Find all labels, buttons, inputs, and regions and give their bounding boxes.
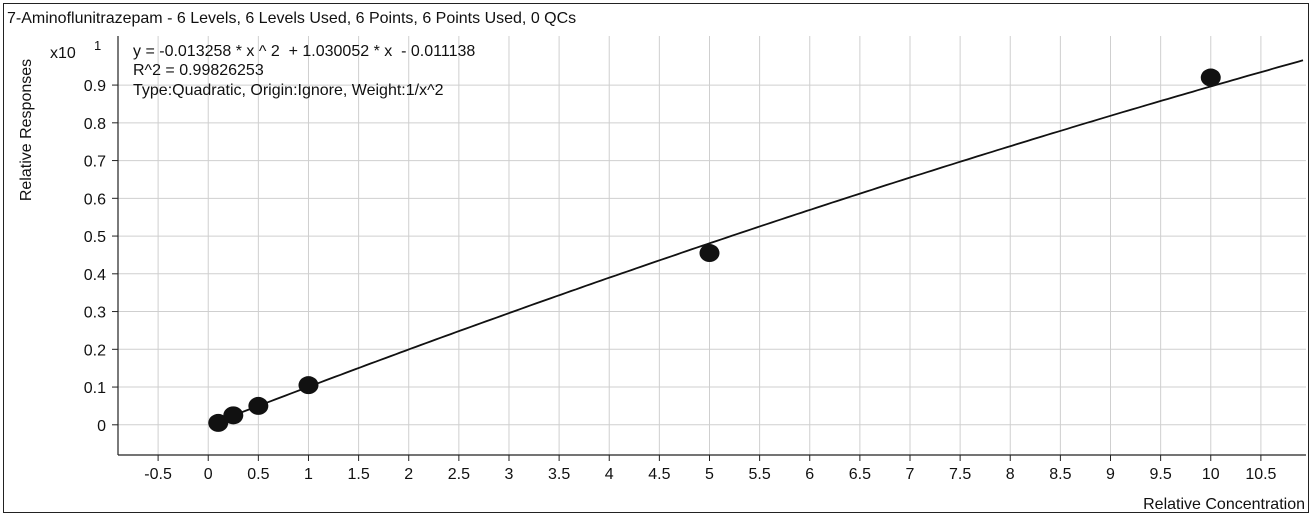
x-tick-label: 8.5 <box>1049 466 1071 483</box>
x-tick-label: 5 <box>705 466 714 483</box>
data-point <box>223 406 244 425</box>
y-tick-label: 0.5 <box>84 229 106 246</box>
x-tick-label: 10 <box>1202 466 1220 483</box>
data-point <box>1200 68 1221 87</box>
r-squared-text: R^2 = 0.99826253 <box>133 62 264 79</box>
chart-title: 7-Aminoflunitrazepam - 6 Levels, 6 Level… <box>7 10 576 27</box>
x-tick-label: 7.5 <box>949 466 971 483</box>
x-tick-label: 6.5 <box>849 466 871 483</box>
y-tick-label: 0 <box>97 418 106 435</box>
y-tick-label: 0.7 <box>84 154 106 171</box>
x-tick-label: 8 <box>1006 466 1015 483</box>
x-tick-label: 3 <box>505 466 514 483</box>
y-axis-label: Relative Responses <box>18 59 35 201</box>
x-tick-label: 0 <box>204 466 213 483</box>
x-tick-label: 7 <box>906 466 915 483</box>
fit-curve <box>219 59 1304 422</box>
data-point <box>208 413 229 432</box>
y-multiplier: x10 <box>50 45 76 62</box>
x-tick-label: 9.5 <box>1150 466 1172 483</box>
x-tick-label: -0.5 <box>144 466 172 483</box>
equation-text: y = -0.013258 * x ^ 2 + 1.030052 * x - 0… <box>133 43 475 60</box>
y-tick-label: 0.1 <box>84 380 106 397</box>
y-multiplier-exponent: 1 <box>94 38 101 53</box>
x-tick-label: 3.5 <box>548 466 570 483</box>
y-tick-label: 0.6 <box>84 191 106 208</box>
y-tick-label: 0.3 <box>84 305 106 322</box>
x-axis-label: Relative Concentration <box>1143 496 1305 513</box>
y-axis-ticks: 0 0.1 0.2 0.3 0.4 0.5 0.6 0.7 0.8 0.9 <box>84 78 118 435</box>
y-tick-label: 0.9 <box>84 78 106 95</box>
x-tick-label: 1.5 <box>347 466 369 483</box>
x-tick-label: 4.5 <box>648 466 670 483</box>
data-point <box>248 396 269 415</box>
grid <box>118 36 1306 455</box>
data-points <box>208 68 1221 432</box>
y-tick-label: 0.8 <box>84 116 106 133</box>
x-tick-label: 2 <box>404 466 413 483</box>
y-tick-label: 0.4 <box>84 267 106 284</box>
x-tick-label: 10.5 <box>1245 466 1276 483</box>
x-tick-label: 9 <box>1106 466 1115 483</box>
x-tick-label: 2.5 <box>448 466 470 483</box>
axes <box>117 36 1306 456</box>
x-tick-label: 0.5 <box>247 466 269 483</box>
x-tick-label: 4 <box>605 466 614 483</box>
fit-info-text: Type:Quadratic, Origin:Ignore, Weight:1/… <box>133 82 444 99</box>
x-tick-label: 6 <box>805 466 814 483</box>
x-tick-label: 5.5 <box>748 466 770 483</box>
x-axis-ticks: -0.5 0 0.5 1 1.5 2 2.5 3 3.5 4 4.5 5 5.5 6 6.5 7 7.5 8 8.5… <box>144 455 1277 483</box>
x-tick-label: 1 <box>304 466 313 483</box>
data-point <box>298 376 319 395</box>
data-point <box>699 244 720 263</box>
y-tick-label: 0.2 <box>84 342 106 359</box>
